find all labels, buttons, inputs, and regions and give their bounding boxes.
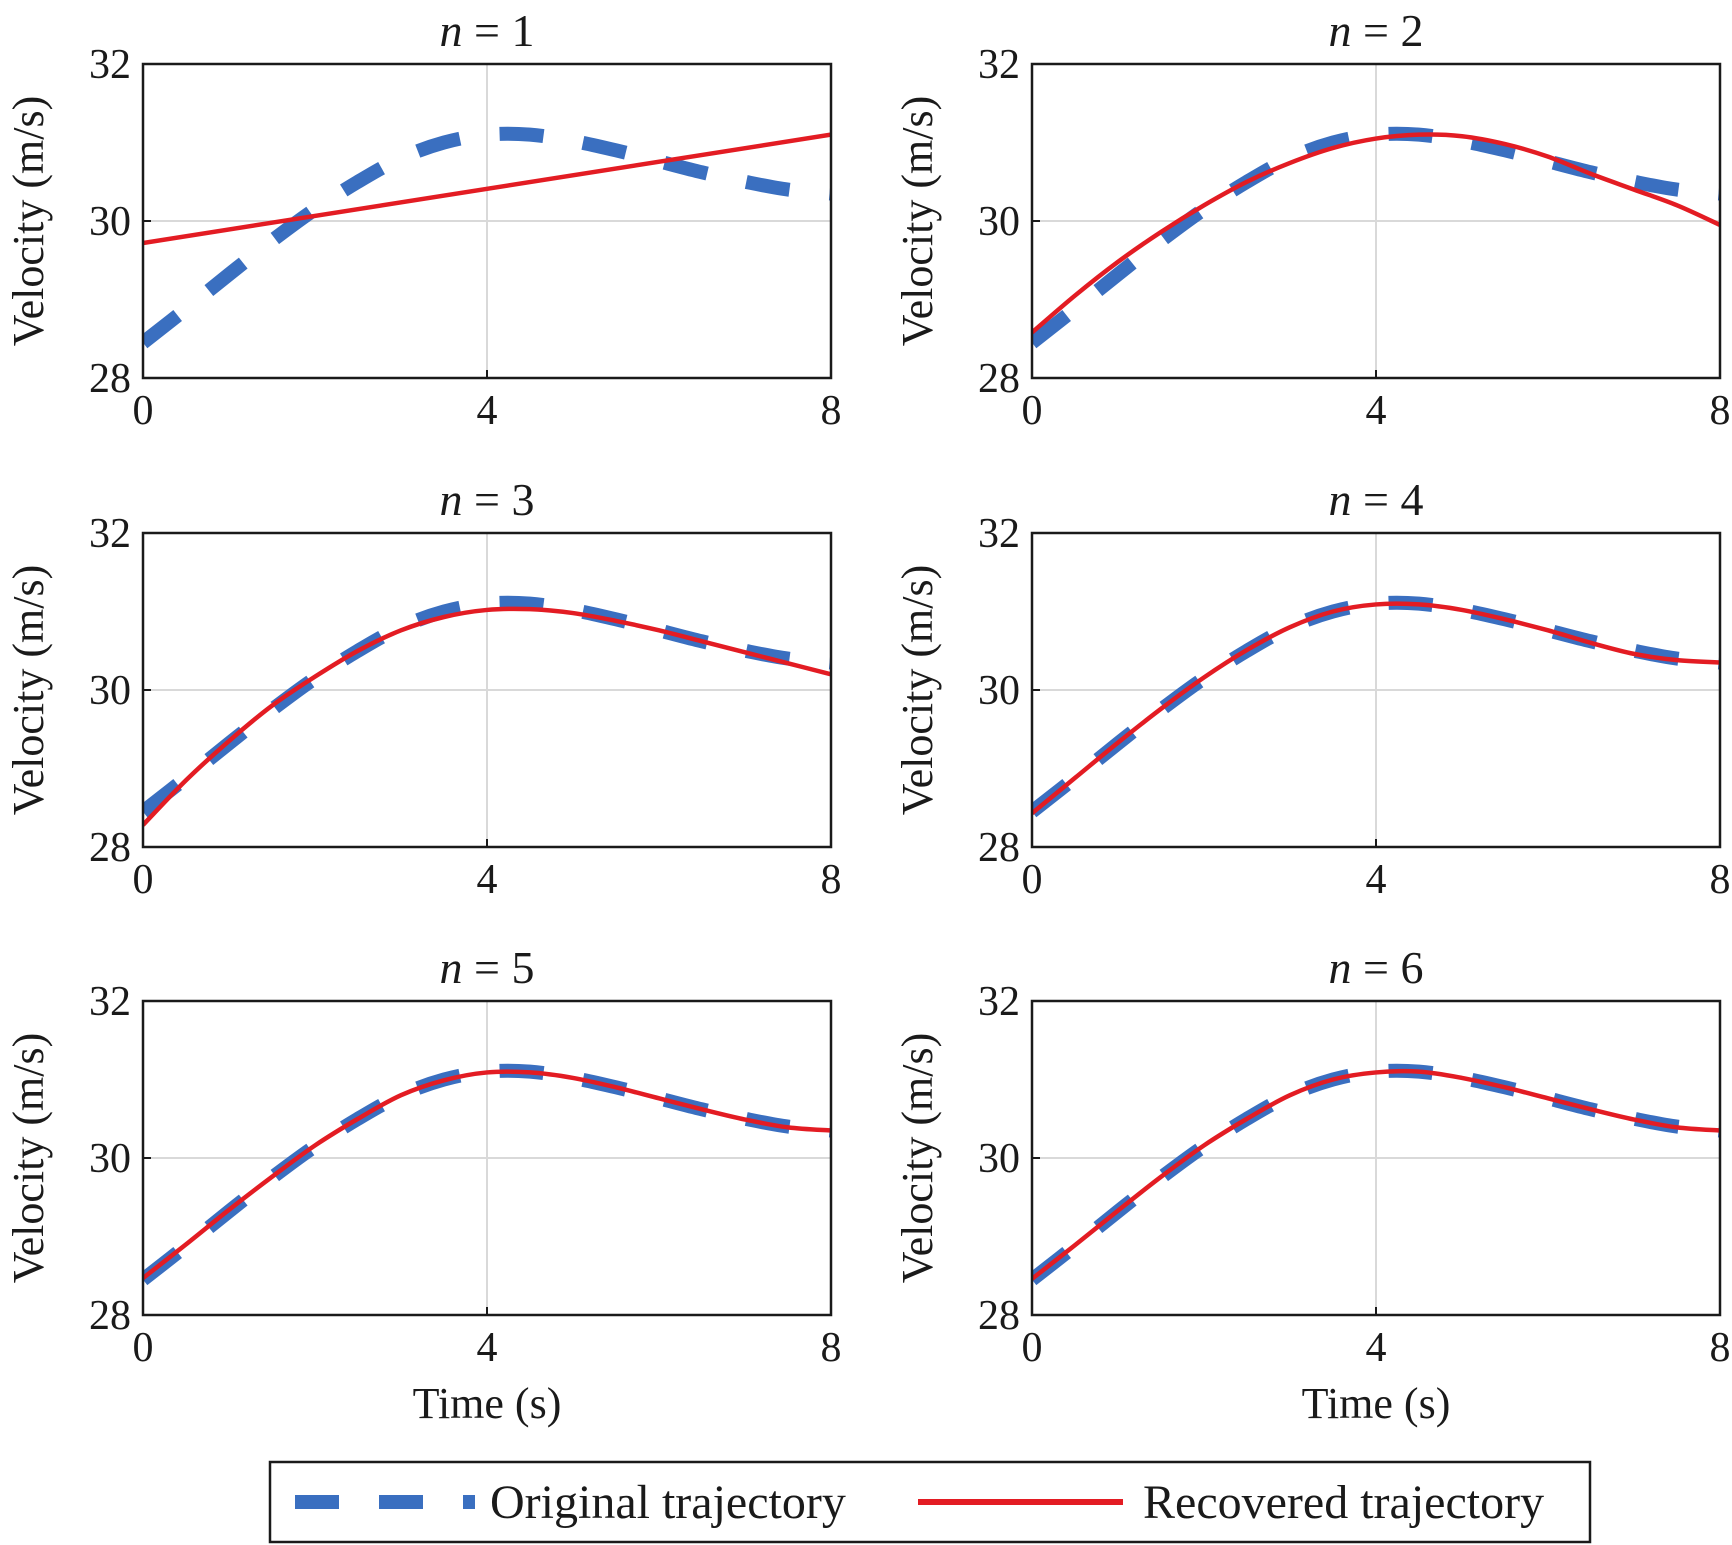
x-tick-label: 8 <box>821 388 842 434</box>
series-recovered-line <box>1032 1068 1720 1281</box>
series-group <box>143 1063 831 1286</box>
panel-6: 0 4 8 28 30 32 n = 6 Velocity (m/s) Time (s) <box>893 942 1731 1428</box>
y-tick-label: 28 <box>89 356 131 402</box>
x-tick-label: 8 <box>1710 388 1731 434</box>
series-recovered-line <box>143 1069 831 1280</box>
x-tick-label: 8 <box>821 857 842 903</box>
series-recovered-line <box>1032 601 1720 815</box>
y-tick-label: 30 <box>89 1136 131 1182</box>
y-tick-label: 32 <box>89 979 131 1025</box>
panel-title-var: n <box>440 5 463 56</box>
x-tick-label: 0 <box>133 857 154 903</box>
panel-title: n = 6 <box>1329 942 1424 993</box>
panel-title-var: n <box>440 942 463 993</box>
x-tick-label: 4 <box>477 388 498 434</box>
panel-title: n = 3 <box>440 474 535 525</box>
y-tick-label: 32 <box>89 42 131 88</box>
series-group <box>143 126 831 349</box>
x-tick-label: 4 <box>1366 857 1387 903</box>
series-group <box>143 595 831 827</box>
panel-title: n = 5 <box>440 942 535 993</box>
panel-title-var: n <box>1329 5 1352 56</box>
panel-title-var: n <box>1329 474 1352 525</box>
panel-title-var: n <box>440 474 463 525</box>
series-group <box>1032 1063 1720 1286</box>
x-tick-label: 4 <box>1366 388 1387 434</box>
x-tick-label: 8 <box>1710 857 1731 903</box>
y-tick-label: 32 <box>978 42 1020 88</box>
legend-original-label: Original trajectory <box>490 1476 846 1529</box>
y-tick-label: 28 <box>978 356 1020 402</box>
series-recovered-line <box>143 132 831 246</box>
x-tick-label: 8 <box>1710 1325 1731 1371</box>
x-tick-label: 4 <box>477 1325 498 1371</box>
y-tick-label: 30 <box>89 668 131 714</box>
x-tick-label: 0 <box>1022 388 1043 434</box>
legend-recovered-label: Recovered trajectory <box>1143 1476 1544 1529</box>
panel-title-value: = 5 <box>463 942 535 993</box>
x-axis-label: Time (s) <box>413 1379 562 1428</box>
y-axis-label: Velocity (m/s) <box>893 96 942 347</box>
y-axis-label: Velocity (m/s) <box>4 96 53 347</box>
panel-title-value: = 6 <box>1352 942 1424 993</box>
y-tick-label: 28 <box>89 825 131 871</box>
panel-title: n = 1 <box>440 5 535 56</box>
x-tick-label: 0 <box>133 388 154 434</box>
y-tick-label: 32 <box>89 511 131 557</box>
panel-2: 0 4 8 28 30 32 n = 2 Velocity (m/s) <box>893 5 1731 434</box>
panels: 0 4 8 28 30 32 n = 1 Velocity (m/s) 0 4 8 28 30 32 n =… <box>4 5 1731 1428</box>
y-axis-label: Velocity (m/s) <box>893 565 942 816</box>
y-tick-label: 30 <box>978 1136 1020 1182</box>
y-axis-label: Velocity (m/s) <box>4 1033 53 1284</box>
x-axis-label: Time (s) <box>1302 1379 1451 1428</box>
panel-5: 0 4 8 28 30 32 n = 5 Velocity (m/s) Time (s) <box>4 942 842 1428</box>
panel-title: n = 4 <box>1329 474 1424 525</box>
y-axis-label: Velocity (m/s) <box>893 1033 942 1284</box>
x-tick-label: 0 <box>1022 1325 1043 1371</box>
y-tick-label: 30 <box>978 199 1020 245</box>
panel-title-value: = 3 <box>463 474 535 525</box>
series-group <box>1032 595 1720 818</box>
panel-title-value: = 2 <box>1352 5 1424 56</box>
panel-title-value: = 4 <box>1352 474 1424 525</box>
x-tick-label: 4 <box>1366 1325 1387 1371</box>
y-tick-label: 28 <box>89 1293 131 1339</box>
x-tick-label: 0 <box>1022 857 1043 903</box>
panel-4: 0 4 8 28 30 32 n = 4 Velocity (m/s) <box>893 474 1731 903</box>
panel-3: 0 4 8 28 30 32 n = 3 Velocity (m/s) <box>4 474 842 903</box>
x-tick-label: 0 <box>133 1325 154 1371</box>
y-tick-label: 30 <box>978 668 1020 714</box>
y-tick-label: 28 <box>978 1293 1020 1339</box>
y-tick-label: 30 <box>89 199 131 245</box>
panel-title: n = 2 <box>1329 5 1424 56</box>
x-tick-label: 4 <box>477 857 498 903</box>
y-tick-label: 28 <box>978 825 1020 871</box>
y-axis-label: Velocity (m/s) <box>4 565 53 816</box>
y-tick-label: 32 <box>978 979 1020 1025</box>
series-group <box>1032 126 1720 349</box>
series-recovered-line <box>143 606 831 827</box>
panel-1: 0 4 8 28 30 32 n = 1 Velocity (m/s) <box>4 5 842 434</box>
series-recovered-line <box>1032 132 1720 335</box>
panel-title-value: = 1 <box>463 5 535 56</box>
panel-title-var: n <box>1329 942 1352 993</box>
legend: Original trajectory Recovered trajectory <box>268 1460 1592 1544</box>
x-tick-label: 8 <box>821 1325 842 1371</box>
y-tick-label: 32 <box>978 511 1020 557</box>
